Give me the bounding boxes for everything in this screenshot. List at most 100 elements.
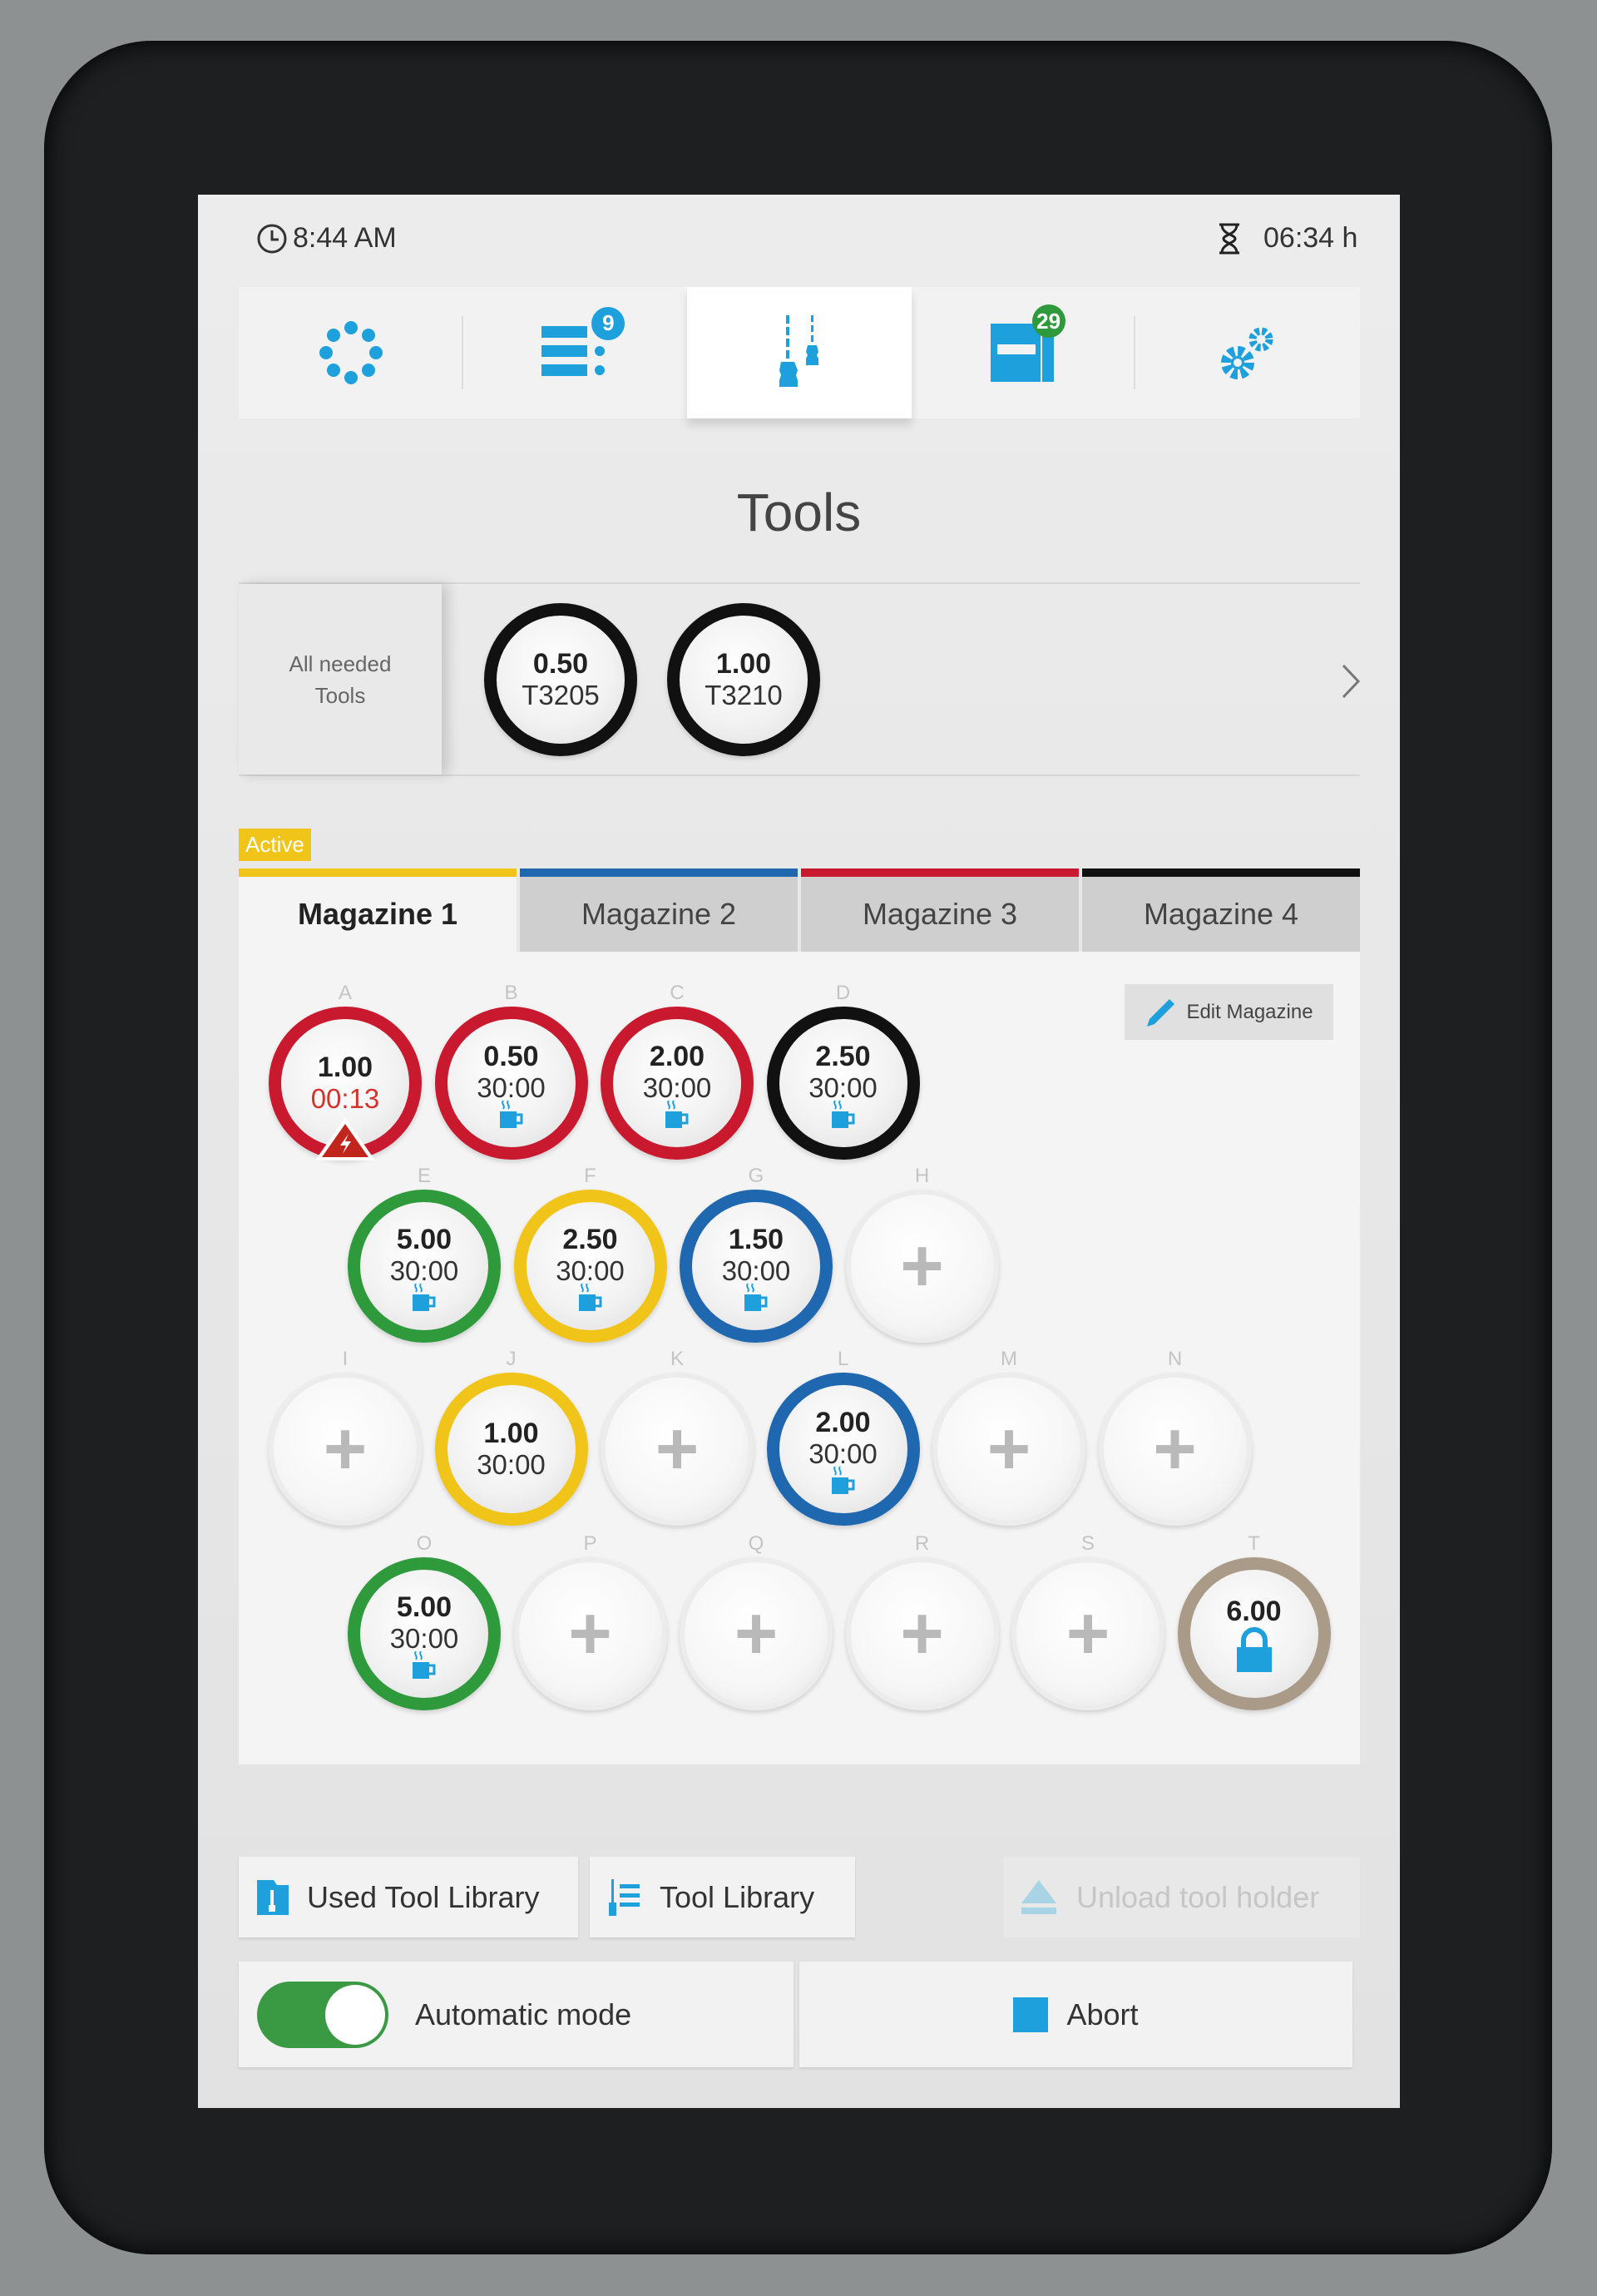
- magazine-slot-d[interactable]: 2.50 30:00: [766, 1007, 920, 1160]
- slot-letter: L: [837, 1348, 849, 1370]
- coffee-cup-icon: [831, 1100, 854, 1128]
- nav-settings[interactable]: [1135, 287, 1360, 418]
- coffee-cup-icon: [499, 1100, 522, 1128]
- clock-icon: [257, 224, 287, 254]
- chevron-right-icon[interactable]: [1341, 663, 1361, 700]
- plus-icon: +: [323, 1408, 368, 1491]
- magazine-slot-m[interactable]: +: [932, 1373, 1085, 1526]
- slot-letter: R: [914, 1532, 930, 1555]
- tool-time: 30:00: [477, 1449, 546, 1480]
- magazine-slot-o[interactable]: 5.00 30:00: [348, 1557, 501, 1710]
- magazine-slot-s[interactable]: +: [1011, 1557, 1164, 1710]
- magazine-slot-b[interactable]: 0.50 30:00: [434, 1007, 588, 1160]
- warning-lightning-icon: [315, 1117, 375, 1160]
- machine-icon: [990, 324, 1054, 382]
- magazine-slot-i[interactable]: +: [269, 1373, 422, 1526]
- coffee-cup-icon: [413, 1283, 436, 1311]
- slot-letter: O: [416, 1532, 433, 1555]
- slot-letter: K: [670, 1348, 684, 1370]
- nav-magazine-overview[interactable]: [239, 287, 463, 418]
- plus-icon: +: [568, 1592, 612, 1675]
- list-icon: [541, 325, 606, 376]
- plus-icon: +: [900, 1225, 944, 1308]
- slot-letter: H: [914, 1165, 930, 1187]
- magazine-slot-g[interactable]: 1.50 30:00: [680, 1190, 833, 1343]
- idle-status: [828, 1100, 858, 1128]
- needed-tools-strip: All needed Tools 0.50 T3205 1.00 T3210: [239, 582, 1361, 776]
- unload-tool-holder-button[interactable]: Unload tool holder: [1003, 1857, 1360, 1937]
- slot-letter: J: [506, 1348, 517, 1370]
- plus-icon: +: [986, 1408, 1031, 1491]
- magazine-slot-n[interactable]: +: [1098, 1373, 1252, 1526]
- slot-letter: G: [748, 1165, 764, 1187]
- coffee-cup-icon: [413, 1650, 436, 1679]
- tool-time: 30:00: [808, 1438, 878, 1469]
- magazine-slot-t[interactable]: 6.00: [1177, 1557, 1331, 1710]
- tab-magazine-4[interactable]: Magazine 4: [1082, 868, 1360, 952]
- automatic-mode-toggle[interactable]: [257, 1981, 388, 2048]
- edit-magazine-button[interactable]: Edit Magazine: [1125, 984, 1333, 1040]
- nav-machine[interactable]: 29: [912, 287, 1136, 418]
- needed-tools-label-text: All needed Tools: [289, 651, 392, 708]
- coffee-cup-icon: [578, 1283, 601, 1311]
- nav-job-list[interactable]: 9: [463, 287, 688, 418]
- slot-letter: B: [504, 982, 518, 1004]
- tab-magazine-1[interactable]: Magazine 1: [239, 868, 517, 952]
- tab-magazine-3[interactable]: Magazine 3: [801, 868, 1079, 952]
- tool-diameter: 5.00: [396, 1591, 452, 1623]
- tool-diameter: 0.50: [532, 648, 589, 680]
- nav-divider: [1134, 316, 1136, 389]
- used-tool-library-button[interactable]: Used Tool Library: [239, 1857, 578, 1937]
- needed-tool[interactable]: 0.50 T3205: [484, 603, 637, 756]
- clock-time: 8:44 AM: [293, 222, 397, 254]
- slot-letter: N: [1167, 1348, 1183, 1370]
- tool-diameter: 1.50: [728, 1224, 784, 1255]
- magazine-slot-f[interactable]: 2.50 30:00: [513, 1190, 667, 1343]
- tool-diameter: 2.00: [649, 1041, 705, 1072]
- magazine-slot-k[interactable]: +: [601, 1373, 754, 1526]
- stop-icon: [1013, 1997, 1049, 2032]
- drill-tools-icon: [779, 315, 818, 387]
- magazine-slot-j[interactable]: 1.00 30:00: [434, 1373, 588, 1526]
- tool-diameter: 6.00: [1226, 1596, 1282, 1627]
- tool-library-icon: [609, 1878, 640, 1916]
- magazine-slot-a[interactable]: 1.00 00:13: [269, 1007, 422, 1160]
- coffee-cup-icon: [831, 1466, 854, 1494]
- tab-magazine-2[interactable]: Magazine 2: [520, 868, 798, 952]
- used-tool-library-icon: [257, 1879, 289, 1915]
- tool-time: 30:00: [642, 1072, 712, 1103]
- edit-magazine-label: Edit Magazine: [1186, 1000, 1313, 1023]
- plus-icon: +: [1065, 1592, 1110, 1675]
- slot-letter: F: [584, 1165, 596, 1187]
- magazine-slot-p[interactable]: +: [513, 1557, 667, 1710]
- magazine-slot-l[interactable]: 2.00 30:00: [766, 1373, 920, 1526]
- remaining-time: 06:34 h: [1263, 222, 1358, 254]
- tool-diameter: 1.00: [715, 648, 772, 680]
- magazine-slot-q[interactable]: +: [680, 1557, 833, 1710]
- slot-letter: S: [1080, 1532, 1095, 1555]
- tool-time: 30:00: [556, 1255, 625, 1286]
- coffee-cup-icon: [665, 1100, 689, 1128]
- tool-diameter: 2.50: [815, 1041, 871, 1072]
- magazine-slot-c[interactable]: 2.00 30:00: [601, 1007, 754, 1160]
- plus-icon: +: [734, 1592, 779, 1675]
- needed-tools-label: All needed Tools: [239, 584, 442, 774]
- nav-tools[interactable]: [687, 287, 912, 418]
- tool-library-button[interactable]: Tool Library: [590, 1857, 855, 1937]
- main-nav: 9 29: [239, 287, 1360, 418]
- magazine-slot-h[interactable]: +: [845, 1190, 999, 1343]
- slot-letter: I: [342, 1348, 349, 1370]
- tool-time: 30:00: [389, 1623, 459, 1654]
- slot-letter: A: [338, 982, 352, 1004]
- active-badge: Active: [239, 829, 311, 861]
- idle-status: [741, 1283, 771, 1311]
- needed-tool[interactable]: 1.00 T3210: [667, 603, 820, 756]
- idle-status: [662, 1100, 692, 1128]
- tool-time: 30:00: [389, 1255, 459, 1286]
- abort-button[interactable]: Abort: [799, 1962, 1352, 2067]
- plus-icon: +: [900, 1592, 944, 1675]
- plus-icon: +: [655, 1408, 700, 1491]
- circle-dots-icon: [319, 321, 383, 384]
- magazine-slot-e[interactable]: 5.00 30:00: [348, 1190, 501, 1343]
- magazine-slot-r[interactable]: +: [845, 1557, 999, 1710]
